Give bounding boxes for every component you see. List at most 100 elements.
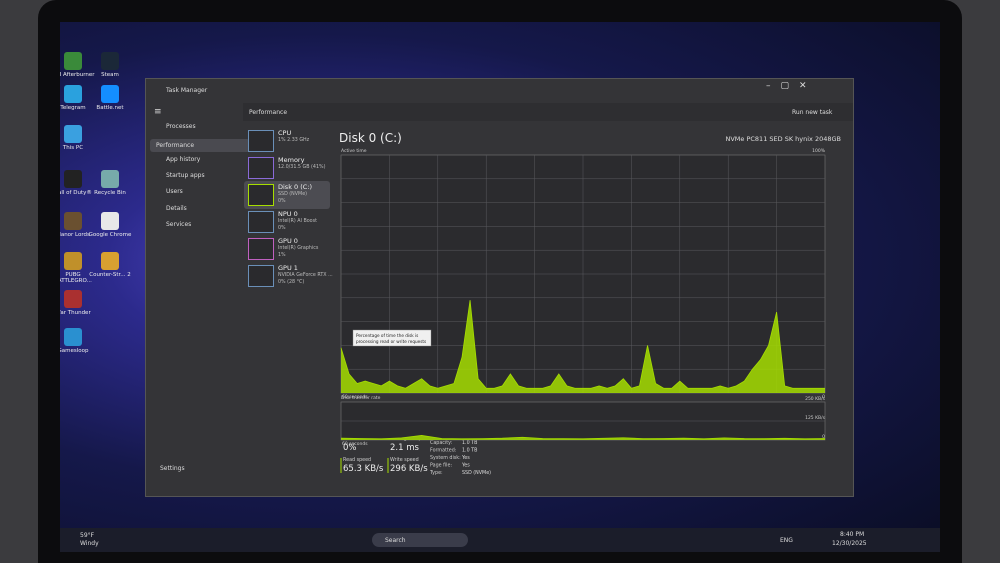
icon-image[interactable]: [64, 290, 82, 308]
stat-value: 296 KB/s: [390, 464, 428, 474]
perf-thumbnail[interactable]: [248, 211, 274, 233]
desktop-icon[interactable]: MSI Afterburner: [60, 52, 96, 78]
desktop-icon[interactable]: Counter-Str... 2: [87, 252, 133, 278]
perf-name[interactable]: Disk 0 (C:): [278, 183, 313, 191]
icon-label[interactable]: Counter-Str... 2: [89, 272, 131, 278]
perf-item[interactable]: Disk 0 (C:) SSD (NVMe) 0%: [244, 181, 330, 209]
perf-detail[interactable]: 0% (28 °C): [278, 280, 305, 285]
tooltip: Percentage of time the disk is processing…: [356, 333, 426, 344]
perf-name[interactable]: CPU: [278, 129, 292, 137]
window-controls[interactable]: –▢✕: [766, 81, 817, 91]
desktop-icon[interactable]: PUBG BATTLEGRO...: [60, 252, 96, 285]
icon-label[interactable]: Steam: [101, 72, 119, 78]
desktop-icon[interactable]: War Thunder: [60, 290, 96, 316]
perf-detail[interactable]: 1% 2.33 GHz: [278, 138, 310, 143]
icon-image[interactable]: [101, 170, 119, 188]
nav-item[interactable]: Startup apps: [166, 171, 205, 179]
icon-label[interactable]: Gamesloop: [60, 348, 89, 354]
menu-button[interactable]: ≡: [154, 107, 162, 117]
perf-name[interactable]: GPU 0: [278, 237, 298, 245]
perf-detail[interactable]: Intel(R) Graphics: [278, 246, 319, 251]
icon-image[interactable]: [64, 125, 82, 143]
icon-label[interactable]: This PC: [62, 145, 84, 151]
icon-label[interactable]: MSI Afterburner: [60, 72, 95, 78]
icon-label[interactable]: Call of Duty®: [60, 190, 92, 196]
stat-value: 65.3 KB/s: [343, 464, 384, 474]
nav-item[interactable]: Processes: [166, 123, 196, 130]
nav-item[interactable]: Details: [166, 204, 187, 212]
perf-name[interactable]: NPU 0: [278, 210, 298, 218]
perf-item[interactable]: NPU 0 Intel(R) AI Boost 0%: [244, 208, 330, 236]
perf-item[interactable]: GPU 1 NVIDIA GeForce RTX ... 0% (28 °C): [244, 262, 333, 290]
detail-label: Page file:: [430, 463, 452, 469]
search-label[interactable]: Search: [385, 537, 406, 544]
search-box[interactable]: [372, 533, 468, 547]
icon-label[interactable]: Telegram: [60, 105, 86, 111]
settings[interactable]: Settings: [160, 465, 185, 472]
perf-item[interactable]: Memory 12.0/31.5 GB (41%): [244, 154, 330, 182]
icon-image[interactable]: [101, 52, 119, 70]
icon-image[interactable]: [64, 85, 82, 103]
nav-item[interactable]: App history: [166, 155, 201, 163]
desktop-icon[interactable]: Recycle Bin: [87, 170, 133, 196]
detail-value: Yes: [461, 463, 470, 469]
stat-value: 2.1 ms: [390, 443, 419, 453]
stat-value: 0%: [343, 443, 357, 453]
language: ENG: [780, 537, 793, 544]
detail-label: Type:: [429, 470, 443, 476]
y-tick-label: 250 KB/s: [805, 396, 826, 402]
perf-detail[interactable]: 0%: [278, 199, 286, 204]
icon-label[interactable]: PUBG BATTLEGRO...: [60, 272, 92, 285]
desktop-icon[interactable]: Google Chrome: [87, 212, 133, 238]
y-tick-label: 0: [822, 434, 825, 440]
perf-name[interactable]: Memory: [278, 156, 305, 164]
icon-image[interactable]: [64, 328, 82, 346]
perf-thumbnail[interactable]: [248, 184, 274, 206]
perf-item[interactable]: CPU 1% 2.33 GHz: [244, 127, 330, 155]
detail-value: 1.0 TB: [462, 440, 477, 446]
nav-item[interactable]: Performance: [150, 139, 250, 153]
nav-item[interactable]: Users: [166, 188, 183, 196]
detail-value: SSD (NVMe): [462, 470, 491, 476]
window-title: Task Manager: [166, 87, 208, 94]
icon-label[interactable]: War Thunder: [60, 310, 91, 316]
perf-thumbnail[interactable]: [248, 130, 274, 152]
clock-date: 12/30/2025: [832, 540, 867, 547]
icon-image[interactable]: [64, 170, 82, 188]
icon-image[interactable]: [64, 212, 82, 230]
desktop-icon[interactable]: Telegram: [60, 85, 96, 111]
icon-image[interactable]: [101, 252, 119, 270]
icon-image[interactable]: [64, 52, 82, 70]
perf-detail[interactable]: 0%: [278, 226, 286, 231]
perf-thumbnail[interactable]: [248, 157, 274, 179]
icon-image[interactable]: [101, 212, 119, 230]
perf-item[interactable]: GPU 0 Intel(R) Graphics 1%: [244, 235, 330, 263]
icon-image[interactable]: [101, 85, 119, 103]
icon-label[interactable]: Recycle Bin: [94, 190, 126, 196]
perf-detail[interactable]: 12.0/31.5 GB (41%): [278, 165, 326, 170]
weather-text: Windy: [80, 540, 99, 547]
perf-thumbnail[interactable]: [248, 265, 274, 287]
perf-detail[interactable]: NVIDIA GeForce RTX ...: [278, 273, 333, 278]
disk-model: NVMe PC811 SED SK hynix 2048GB: [725, 135, 841, 143]
desktop-icon[interactable]: Battle.net: [87, 85, 133, 111]
perf-name[interactable]: GPU 1: [278, 264, 298, 272]
icon-image[interactable]: [64, 252, 82, 270]
icon-label[interactable]: Google Chrome: [88, 232, 132, 238]
perf-detail[interactable]: Intel(R) AI Boost: [278, 219, 317, 224]
desktop-icon[interactable]: Call of Duty®: [60, 170, 96, 196]
desktop-icon[interactable]: Steam: [87, 52, 133, 78]
run-new-task[interactable]: Run new task: [792, 109, 833, 116]
desktop-icon[interactable]: Manor Lords: [60, 212, 96, 238]
graph-title: Disk transfer rate: [341, 395, 381, 401]
desktop-icon[interactable]: Gamesloop: [60, 328, 96, 354]
perf-thumbnail[interactable]: [248, 238, 274, 260]
icon-label[interactable]: Manor Lords: [60, 232, 90, 238]
perf-detail[interactable]: SSD (NVMe): [278, 192, 308, 197]
icon-label[interactable]: Battle.net: [96, 105, 124, 111]
desktop-icon[interactable]: This PC: [60, 125, 96, 151]
nav-item[interactable]: Services: [166, 220, 192, 228]
perf-detail[interactable]: 1%: [278, 253, 286, 258]
